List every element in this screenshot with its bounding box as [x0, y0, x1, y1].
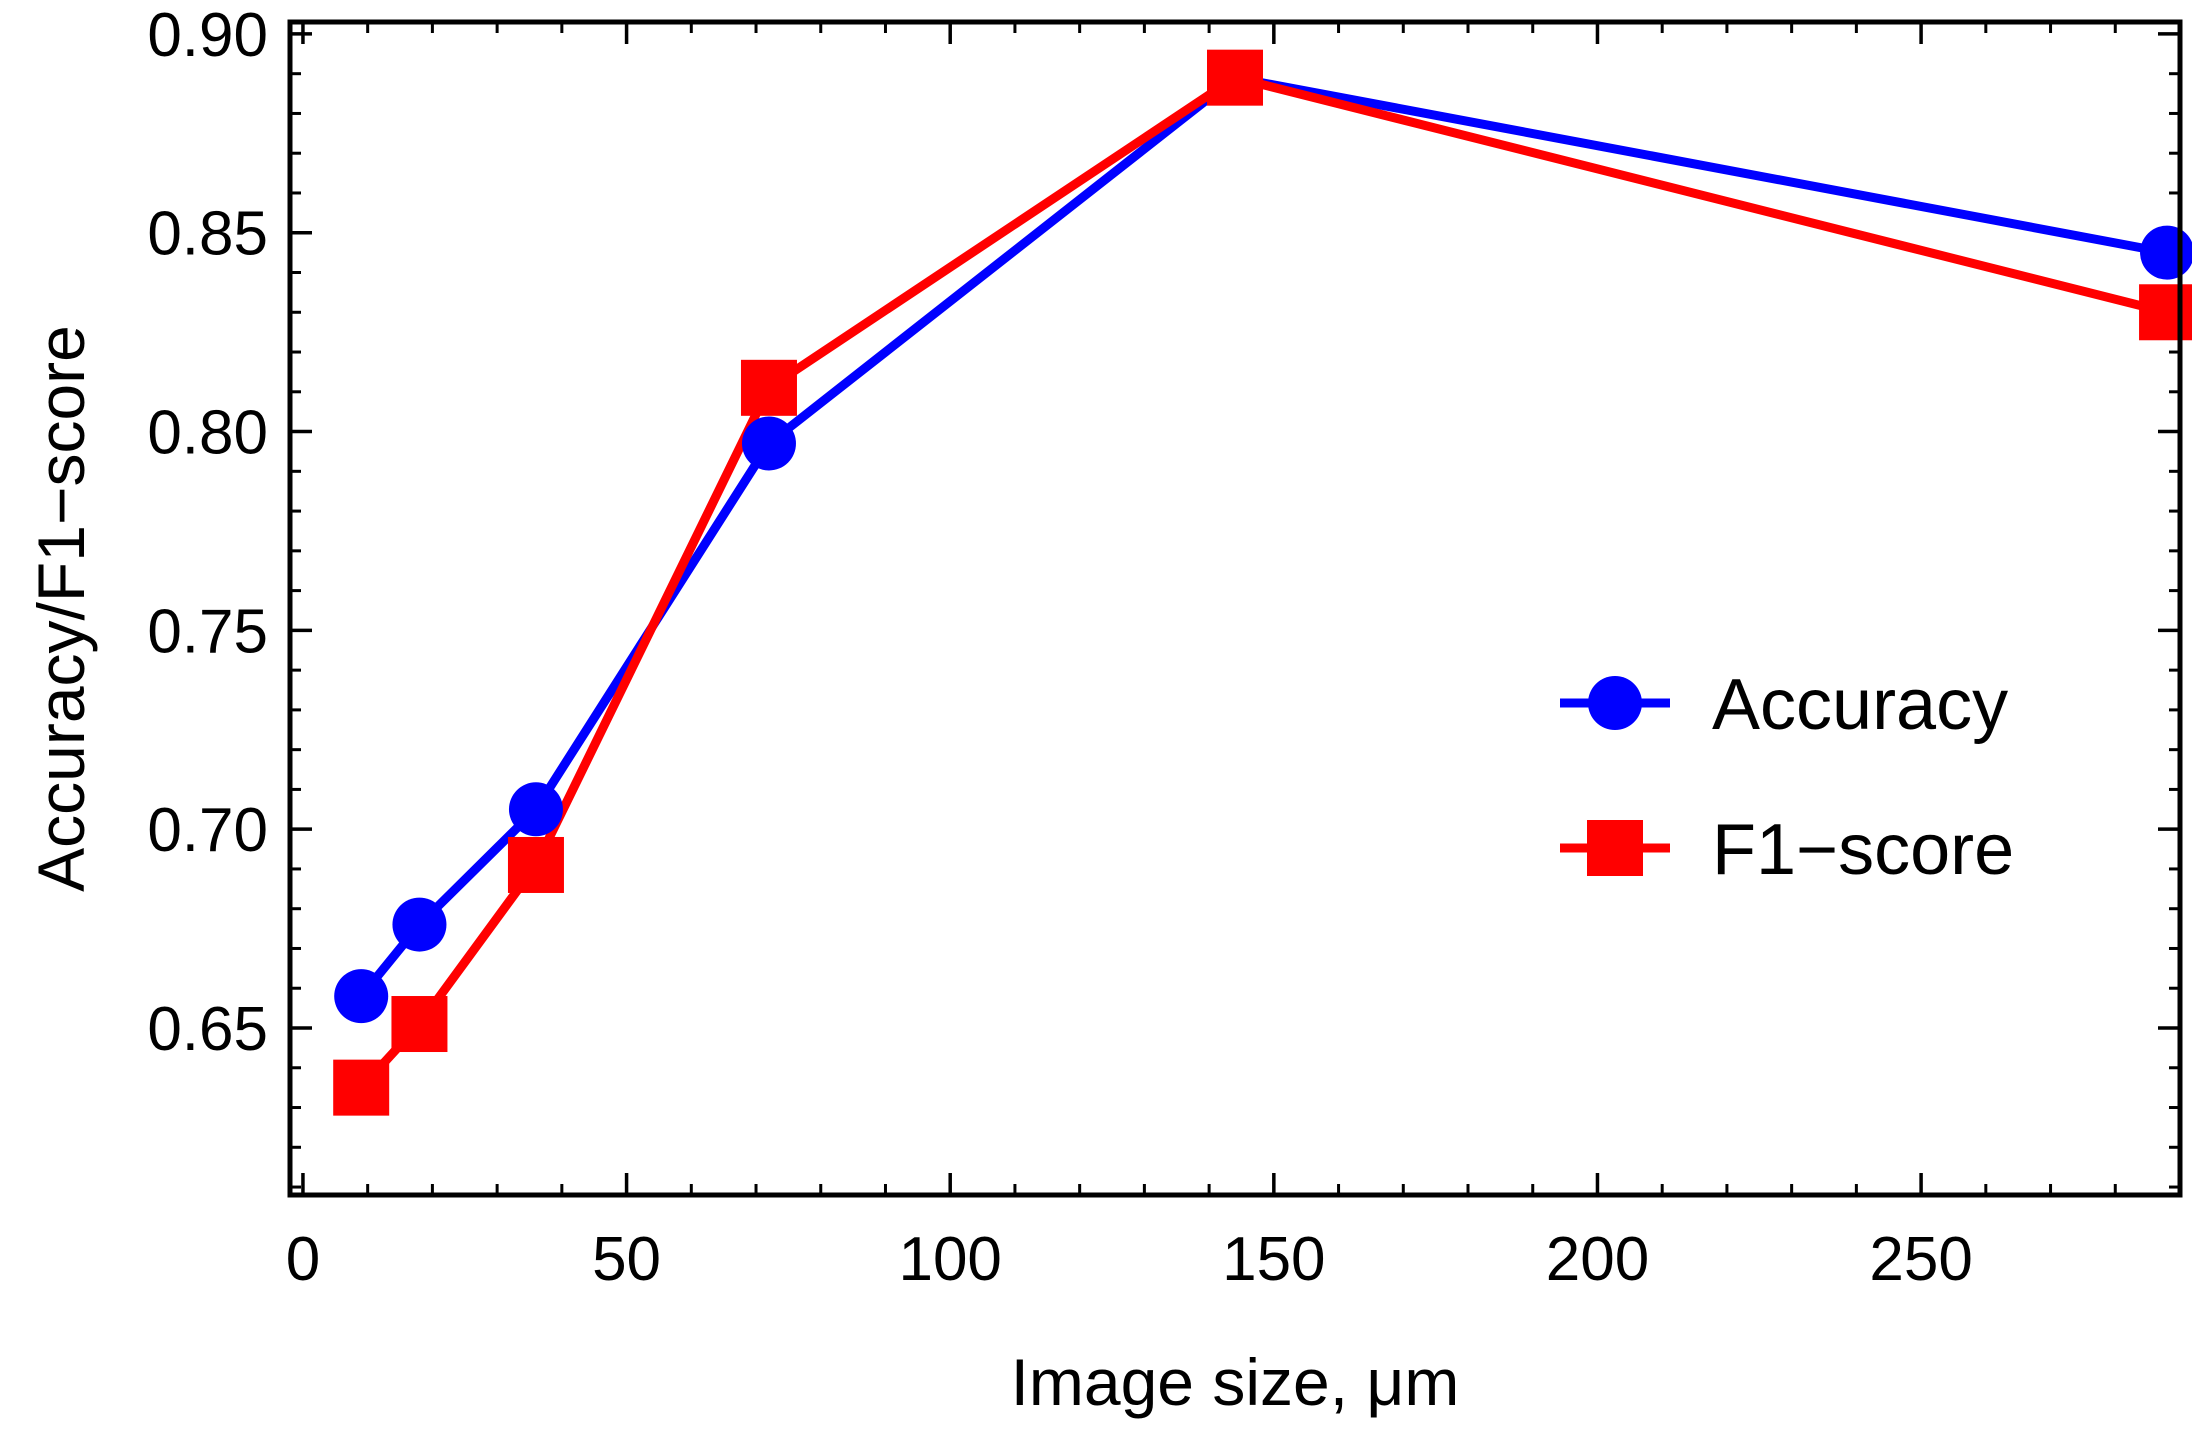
legend-item-f1-score: F1−score [1560, 810, 2014, 890]
major-ticks [290, 22, 2180, 1195]
data-point-f1-score [333, 1059, 390, 1116]
data-point-f1-score [507, 836, 564, 893]
data-point-accuracy [741, 416, 796, 471]
series-line-f1-score [357, 73, 2169, 1091]
y-tick-label: 0.75 [147, 597, 268, 666]
legend-marker-accuracy [1588, 676, 1642, 730]
y-tick-label: 0.90 [147, 1, 268, 70]
legend-item-accuracy: Accuracy [1560, 665, 2008, 745]
legend: Accuracy F1−score [1560, 665, 2014, 890]
x-tick-labels: 0 50 100 150 200 250 [286, 1225, 1973, 1294]
x-tick-label: 100 [898, 1225, 1001, 1294]
x-tick-label: 150 [1222, 1225, 1325, 1294]
x-tick-label: 200 [1546, 1225, 1649, 1294]
x-tick-label: 50 [592, 1225, 661, 1294]
y-tick-label: 0.85 [147, 200, 268, 269]
data-point-f1-score [2139, 284, 2192, 341]
x-tick-label: 250 [1869, 1225, 1972, 1294]
data-point-accuracy [392, 897, 447, 952]
y-tick-labels: 0.65 0.70 0.75 0.80 0.85 0.90 [147, 1, 268, 1064]
data-point-accuracy [2140, 225, 2192, 280]
data-point-accuracy [334, 969, 389, 1024]
data-point-f1-score [740, 359, 797, 416]
y-tick-label: 0.70 [147, 796, 268, 865]
legend-label-f1-score: F1−score [1712, 810, 2014, 890]
x-tick-label: 0 [286, 1225, 320, 1294]
data-point-f1-score [391, 996, 448, 1053]
legend-label-accuracy: Accuracy [1712, 665, 2008, 745]
y-tick-label: 0.65 [147, 995, 268, 1064]
plot-frame [287, 19, 2183, 1198]
x-axis-label: Image size, μm [1011, 1345, 1460, 1419]
data-point-accuracy [508, 782, 563, 837]
y-tick-label: 0.80 [147, 399, 268, 468]
y-axis-label: Accuracy/F1−score [24, 325, 98, 892]
data-point-f1-score [1207, 49, 1263, 106]
series-layer [333, 49, 2192, 1116]
legend-marker-f1-score [1587, 820, 1643, 876]
